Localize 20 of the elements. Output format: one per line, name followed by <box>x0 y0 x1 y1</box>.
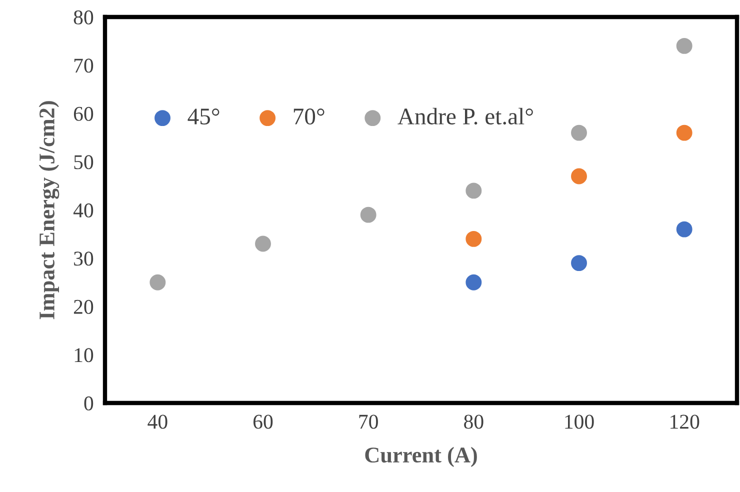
y-tick-label: 30 <box>74 252 94 266</box>
y-tick-label: 80 <box>74 10 94 24</box>
legend-label: 70° <box>294 108 324 124</box>
legend-label: 45° <box>188 108 220 124</box>
y-tick-label: 60 <box>74 106 94 121</box>
y-tick-label: 70 <box>74 58 94 73</box>
x-tick-label: 120 <box>670 414 700 429</box>
x-tick-label: 80 <box>464 414 484 429</box>
x-tick-label: 40 <box>148 414 168 429</box>
x-tick-label: 60 <box>253 414 273 429</box>
y-tick-label: 20 <box>74 300 94 314</box>
y-tick-label: 10 <box>74 348 94 362</box>
y-tick-label: 40 <box>73 203 94 218</box>
y-tick-label: 0 <box>84 396 94 410</box>
x-tick-label: 100 <box>565 414 594 429</box>
y-tick-label: 50 <box>74 155 94 170</box>
x-tick-label: 70 <box>359 414 378 429</box>
legend-label: Andre P. et.al° <box>398 108 533 125</box>
y-axis-title: Impact Energy (J/cm2) <box>38 101 60 320</box>
x-axis-title: Current (A) <box>365 446 477 468</box>
